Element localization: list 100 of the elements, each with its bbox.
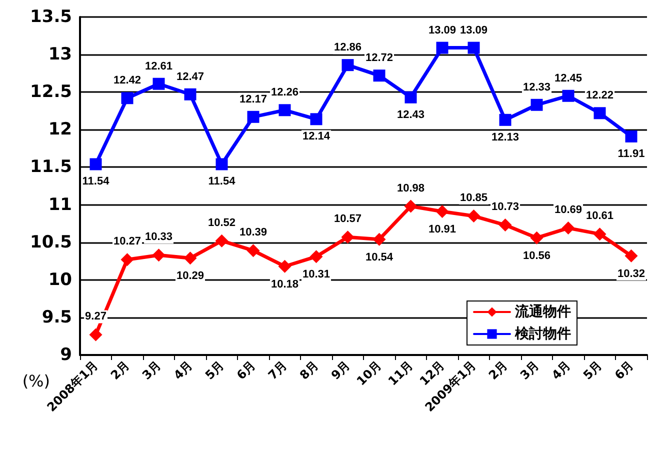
data-label: 10.29 bbox=[176, 270, 204, 282]
point bbox=[278, 260, 292, 273]
data-label: 9.27 bbox=[85, 310, 106, 323]
y-axis-title: (%) bbox=[22, 372, 50, 390]
data-label: 10.91 bbox=[428, 224, 456, 236]
data-label: 11.54 bbox=[82, 176, 110, 188]
data-label: 12.26 bbox=[270, 86, 299, 99]
y-tick-label: 9 bbox=[60, 345, 72, 365]
y-tick-label: 13 bbox=[48, 44, 72, 65]
data-label: 10.69 bbox=[554, 204, 582, 216]
data-label: 11.91 bbox=[618, 148, 645, 160]
y-tick-label: 11.5 bbox=[30, 157, 72, 178]
point bbox=[562, 222, 575, 235]
point bbox=[530, 98, 543, 111]
y-tick-label: 10.5 bbox=[30, 232, 72, 252]
point bbox=[89, 328, 102, 342]
data-label: 12.22 bbox=[586, 90, 614, 102]
point bbox=[341, 230, 354, 244]
point bbox=[468, 42, 480, 54]
x-tick-label: 4月 bbox=[170, 358, 196, 382]
point bbox=[530, 231, 544, 244]
point bbox=[216, 158, 228, 170]
data-label: 12.33 bbox=[522, 81, 551, 94]
data-label: 12.45 bbox=[554, 72, 582, 84]
x-tick-label: 3月 bbox=[517, 358, 542, 382]
y-tick-label: 12 bbox=[48, 120, 72, 140]
x-tick-label: 5月 bbox=[580, 358, 605, 382]
point bbox=[404, 200, 418, 213]
data-label: 10.52 bbox=[208, 216, 236, 229]
data-label: 10.33 bbox=[144, 231, 173, 244]
point bbox=[246, 244, 260, 258]
data-label: 10.54 bbox=[365, 251, 394, 264]
point bbox=[624, 249, 638, 262]
x-tick-label: 10月 bbox=[354, 358, 384, 388]
data-label: 10.57 bbox=[334, 213, 362, 226]
data-label: 12.61 bbox=[144, 60, 173, 72]
point bbox=[593, 228, 606, 241]
x-tick-label: 8月 bbox=[296, 358, 322, 382]
data-label: 10.98 bbox=[396, 182, 425, 194]
data-label: 13.09 bbox=[428, 24, 456, 36]
point bbox=[184, 252, 197, 265]
point bbox=[152, 78, 165, 90]
y-tick-label: 11 bbox=[48, 194, 72, 215]
data-label: 12.86 bbox=[334, 42, 362, 54]
x-tick-label: 5月 bbox=[202, 358, 227, 382]
data-label: 12.42 bbox=[113, 74, 142, 87]
point bbox=[152, 248, 166, 262]
data-label: 10.18 bbox=[270, 278, 299, 290]
point bbox=[215, 234, 228, 248]
y-tick-label: 10 bbox=[48, 270, 72, 290]
legend-label: 検討物件 bbox=[514, 326, 571, 342]
x-tick-label: 2月 bbox=[108, 358, 132, 382]
point bbox=[310, 113, 322, 126]
point bbox=[184, 88, 196, 100]
point bbox=[499, 114, 512, 126]
point bbox=[342, 59, 354, 72]
data-label: 12.72 bbox=[365, 52, 394, 64]
point bbox=[278, 104, 291, 116]
x-tick-label: 4月 bbox=[548, 358, 574, 382]
x-tick-label: 3月 bbox=[139, 358, 164, 382]
data-label: 12.17 bbox=[239, 93, 268, 106]
point bbox=[436, 42, 448, 54]
point bbox=[372, 232, 386, 246]
data-label: 13.09 bbox=[460, 24, 488, 36]
data-label: 12.13 bbox=[491, 131, 520, 144]
x-tick-label: 6月 bbox=[612, 358, 636, 382]
data-label: 10.56 bbox=[522, 250, 551, 262]
data-label: 10.39 bbox=[239, 226, 268, 239]
point bbox=[404, 91, 417, 104]
point bbox=[373, 70, 386, 82]
point bbox=[120, 253, 134, 266]
data-label: 12.14 bbox=[302, 130, 331, 143]
y-tick-label: 12.5 bbox=[30, 82, 72, 102]
data-label: 10.85 bbox=[460, 192, 488, 204]
x-tick-label: 7月 bbox=[265, 358, 290, 382]
x-tick-label: 6月 bbox=[234, 358, 258, 382]
x-tick-label: 9月 bbox=[328, 358, 353, 382]
x-tick-label: 2月 bbox=[486, 358, 510, 382]
point bbox=[121, 92, 134, 104]
data-label: 10.73 bbox=[491, 201, 520, 214]
data-label: 12.43 bbox=[396, 108, 425, 121]
point bbox=[90, 158, 102, 170]
point bbox=[467, 210, 480, 223]
y-tick-label: 13.5 bbox=[30, 7, 72, 27]
x-tick-label: 11月 bbox=[386, 358, 416, 388]
point bbox=[247, 110, 260, 123]
data-label: 10.27 bbox=[113, 236, 142, 248]
data-label: 10.61 bbox=[586, 210, 614, 222]
data-label: 11.54 bbox=[208, 176, 236, 188]
point bbox=[436, 205, 449, 218]
point bbox=[310, 250, 323, 264]
data-label: 12.47 bbox=[176, 70, 204, 83]
y-tick-label: 9.5 bbox=[42, 307, 72, 328]
point bbox=[498, 218, 512, 232]
point bbox=[562, 90, 574, 102]
legend-label: 流通物件 bbox=[514, 303, 571, 320]
data-label: 10.32 bbox=[617, 268, 646, 280]
data-label: 10.31 bbox=[302, 268, 330, 281]
point bbox=[625, 130, 638, 142]
point bbox=[594, 107, 606, 120]
